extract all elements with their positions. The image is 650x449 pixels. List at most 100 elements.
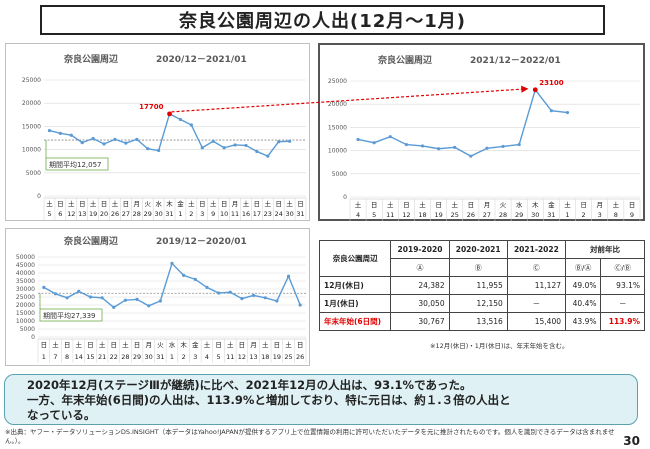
ratio-cb: Ⓒ/Ⓑ (600, 258, 645, 277)
data-point (157, 148, 161, 153)
x-day-label: 2 (189, 210, 193, 218)
average-label: 期間平均27,339 (43, 311, 96, 320)
x-weekday-label: 月 (145, 341, 152, 349)
y-tick-label: 45000 (16, 262, 35, 269)
x-day-label: 19 (89, 210, 97, 218)
data-point (228, 290, 232, 294)
x-weekday-label: 日 (468, 201, 475, 209)
x-weekday-label: 土 (387, 200, 394, 209)
y-tick-label: 25000 (22, 77, 41, 84)
y-tick-label: 5000 (20, 326, 35, 333)
x-day-label: 8 (65, 353, 69, 361)
y-tick-label: 0 (37, 193, 41, 200)
y-tick-label: 10000 (22, 147, 41, 154)
x-day-label: 11 (386, 211, 394, 219)
data-point (420, 144, 425, 148)
x-weekday-label: 土 (227, 340, 234, 349)
table-row: 年末年始(6日間) 30,767 13,516 15,400 43.9% 113… (318, 312, 645, 331)
x-weekday-label: 土 (355, 200, 362, 209)
y-tick-label: 35000 (16, 278, 35, 285)
data-point (286, 274, 291, 278)
x-day-label: 28 (133, 210, 141, 218)
data-point (288, 139, 292, 143)
data-point (189, 123, 193, 127)
summary-box: 2020年12月(ステージⅢが継続)に比べ、2021年12月の人出は、93.1%… (4, 374, 638, 425)
x-weekday-label: 月 (134, 200, 141, 208)
x-day-label: 2 (182, 353, 186, 361)
data-point (100, 296, 104, 300)
x-weekday-label: 日 (371, 201, 378, 209)
x-day-label: 30 (285, 210, 293, 218)
x-day-label: 11 (231, 210, 239, 218)
data-point (404, 142, 408, 147)
data-point (388, 135, 392, 139)
x-weekday-label: 土 (52, 340, 59, 349)
x-day-label: 5 (372, 211, 376, 219)
x-day-label: 4 (205, 353, 209, 361)
chart-subtitle: 2019/12－2020/01 (156, 237, 247, 247)
y-tick-label: 15000 (22, 123, 41, 130)
data-point (240, 297, 244, 301)
x-day-label: 31 (165, 210, 173, 218)
x-weekday-label: 土 (46, 199, 53, 208)
table-header-2019: 2019-2020 (390, 240, 450, 259)
data-point (356, 137, 360, 142)
data-point (193, 277, 197, 281)
x-weekday-label: 日 (199, 200, 206, 208)
summary-line: 一方、年末年始(6日間)の人出は、113.9%と増加しており、特に元日は、約１.… (27, 393, 511, 407)
page-title: 奈良公園周辺の人出(12月～1月) (40, 5, 605, 35)
summary-line: 2020年12月(ステージⅢが継続)に比べ、2021年12月の人出は、93.1%… (27, 378, 472, 392)
x-weekday-label: 土 (210, 199, 217, 208)
x-day-label: 9 (211, 210, 215, 218)
mark-a: Ⓐ (390, 258, 450, 277)
x-day-label: 23 (264, 210, 272, 218)
x-weekday-label: 日 (57, 200, 64, 208)
x-weekday-label: 火 (157, 341, 164, 349)
x-weekday-label: 日 (297, 200, 304, 208)
x-day-label: 30 (531, 211, 539, 219)
chart-panel-2019: 奈良公園周辺 2019/12－2020/01 0 5000 10000 15000 2000… (5, 228, 310, 366)
x-day-label: 1 (42, 353, 46, 361)
data-point (244, 143, 248, 148)
chart-title: 奈良公園周辺 (377, 54, 432, 66)
x-weekday-label: 土 (419, 200, 426, 209)
x-day-label: 14 (75, 353, 83, 361)
x-weekday-label: 土 (451, 200, 458, 209)
y-tick-label: 20000 (16, 302, 35, 309)
x-day-label: 15 (86, 353, 94, 361)
x-weekday-label: 日 (580, 201, 587, 209)
x-weekday-label: 火 (144, 200, 151, 208)
x-day-label: 18 (261, 353, 269, 361)
series-line (357, 88, 568, 157)
x-weekday-label: 金 (192, 340, 199, 349)
x-day-label: 9 (630, 211, 634, 219)
y-tick-label: 50000 (16, 254, 35, 261)
x-day-label: 26 (467, 211, 475, 219)
x-weekday-label: 日 (64, 341, 71, 349)
table-header-ratio: 対前年比 (565, 240, 645, 259)
x-day-label: 19 (273, 353, 281, 361)
x-weekday-label: 日 (275, 200, 282, 208)
data-point (91, 136, 95, 141)
x-weekday-label: 水 (169, 340, 176, 349)
x-day-label: 17 (253, 210, 261, 218)
comparison-table: 奈良公園周辺 2019-2020 2020-2021 2021-2022 対前年… (318, 240, 645, 331)
x-day-label: 5 (47, 210, 51, 218)
data-point (147, 304, 151, 308)
x-weekday-label: 土 (68, 199, 75, 208)
x-day-label: 29 (144, 210, 152, 218)
x-day-label: 30 (154, 210, 162, 218)
x-day-label: 20 (100, 210, 108, 218)
y-tick-label: 5000 (26, 170, 41, 177)
data-point (88, 295, 93, 299)
y-tick-label: 40000 (16, 270, 35, 277)
x-weekday-label: 日 (110, 341, 117, 349)
average-label: 期間平均12,057 (49, 160, 102, 169)
x-weekday-label: 日 (87, 341, 94, 349)
x-day-label: 12 (402, 211, 410, 219)
x-day-label: 21 (98, 353, 106, 361)
x-weekday-label: 日 (221, 200, 228, 208)
chart-subtitle: 2021/12－2022/01 (470, 56, 561, 66)
x-weekday-label: 水 (516, 200, 523, 209)
x-day-label: 29 (515, 211, 523, 219)
